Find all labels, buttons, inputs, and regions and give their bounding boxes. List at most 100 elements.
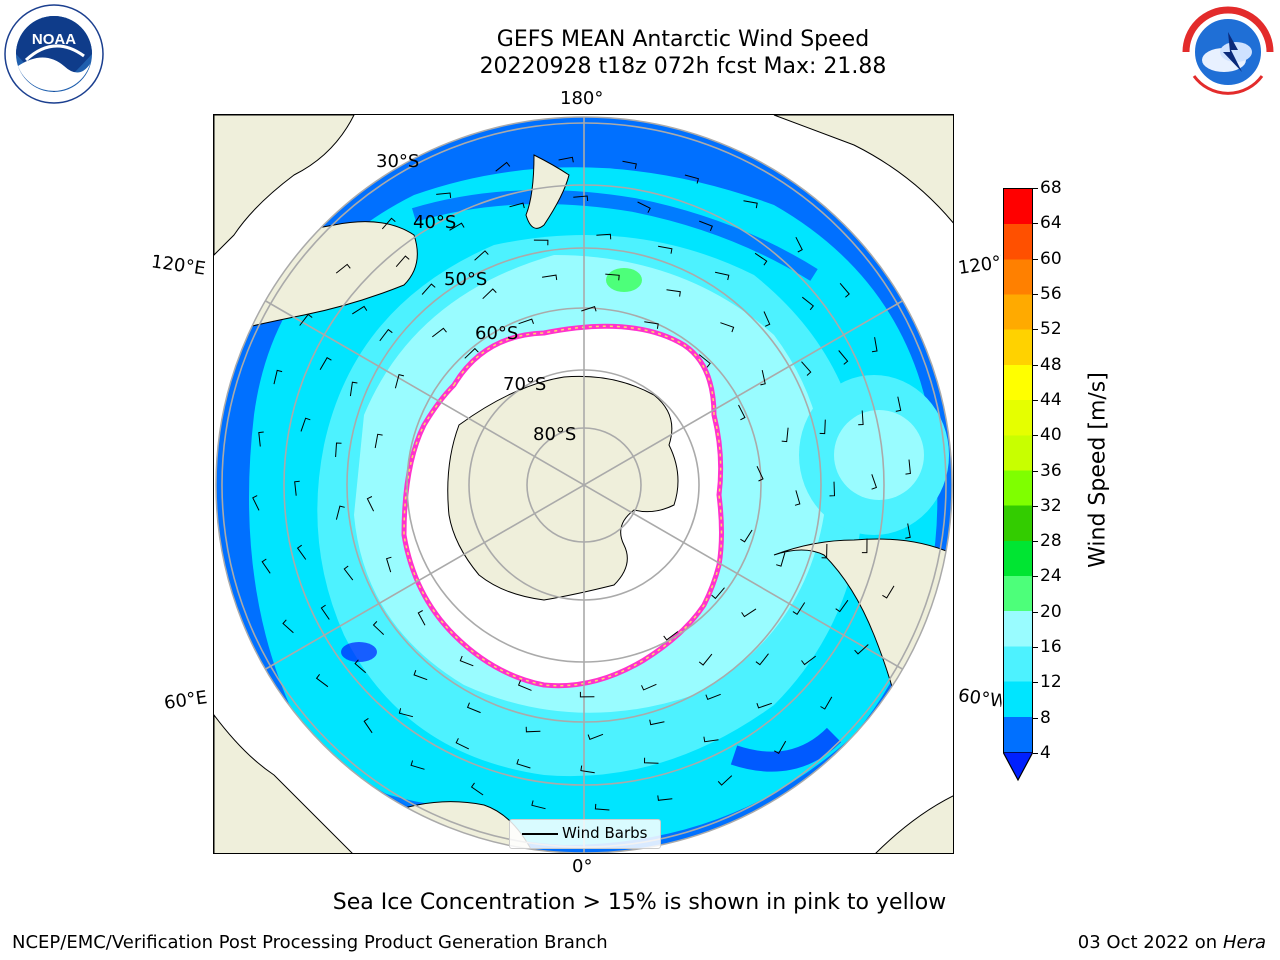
- wind-barb: [273, 369, 283, 385]
- wind-barb: [531, 800, 546, 810]
- wind-barb: [394, 373, 405, 389]
- colorbar-tick-mark: [1033, 753, 1038, 754]
- wind-barb: [698, 653, 713, 666]
- new-zealand: [525, 154, 570, 229]
- wind-barb: [395, 255, 410, 268]
- wind-barb: [760, 369, 766, 386]
- wind-barb: [320, 604, 330, 620]
- wind-barb: [839, 282, 850, 298]
- colorbar-tick-label: 56: [1040, 283, 1062, 304]
- colorbar-tick-mark: [1033, 470, 1038, 472]
- wind-barb: [363, 717, 373, 734]
- wind-barb: [282, 619, 294, 634]
- lat-label-60s: 60°S: [475, 323, 519, 344]
- wind-barb: [738, 404, 746, 421]
- lon-label-0: 0°: [572, 856, 593, 877]
- colorbar-label: Wind Speed [m/s]: [1085, 372, 1111, 568]
- wind-barb: [517, 680, 532, 691]
- wind-barb: [379, 328, 393, 342]
- producer-credit: NCEP/EMC/Verification Post Processing Pr…: [12, 932, 608, 953]
- wind-band-20-24: [606, 268, 642, 292]
- wind-barb: [755, 653, 769, 666]
- colorbar-tick-label: 60: [1040, 248, 1062, 269]
- wind-barb: [657, 795, 673, 801]
- wind-barb: [699, 220, 713, 231]
- wind-barb: [421, 283, 436, 295]
- wind-barb: [717, 775, 733, 786]
- wind-barb: [756, 702, 772, 709]
- wind-barb: [466, 702, 481, 714]
- nws-logo: [1180, 4, 1276, 100]
- wind-barb: [509, 202, 525, 209]
- colorbar-tick-mark: [1033, 188, 1038, 189]
- wind-barb: [352, 305, 368, 315]
- wind-barb: [474, 250, 489, 261]
- wind-barb: [795, 236, 803, 253]
- lat-label-40s: 40°S: [413, 212, 457, 233]
- wind-barb: [319, 357, 332, 371]
- wind-barb: [781, 427, 789, 443]
- wind-barb: [299, 313, 313, 326]
- wind-barb: [594, 803, 610, 811]
- noaa-logo: NOAA: [4, 4, 104, 104]
- wind-barb: [792, 602, 806, 615]
- wind-barb: [871, 337, 878, 353]
- graticule: [221, 117, 947, 853]
- wind-barb: [335, 442, 342, 458]
- wind-barb: [398, 708, 414, 718]
- lon-label-120w: 120°W: [956, 252, 1004, 279]
- colorbar-tick-mark: [1033, 717, 1038, 719]
- wind-barb: [711, 587, 725, 600]
- wind-barb: [449, 222, 465, 231]
- wind-barb: [252, 495, 260, 511]
- colorbar-tick-label: 28: [1040, 531, 1062, 552]
- wind-barb: [698, 354, 711, 368]
- wind-barb: [455, 738, 470, 750]
- wind-barb: [905, 459, 911, 475]
- wind-barb: [417, 610, 426, 626]
- wind-barb: [861, 538, 868, 554]
- wind-barb: [720, 322, 735, 333]
- wind-barb: [525, 726, 541, 733]
- wind-barb: [835, 599, 849, 613]
- wind-barb: [587, 733, 604, 740]
- colorbar-tick-mark: [1033, 364, 1038, 366]
- colorbar-tick-label: 4: [1040, 743, 1051, 763]
- wind-barb: [335, 263, 351, 274]
- wind-barb: [366, 496, 375, 512]
- wind-barb: [558, 156, 574, 163]
- wind-barb: [649, 719, 665, 726]
- wind-barb: [741, 608, 757, 618]
- wind-barb: [464, 347, 479, 359]
- colorbar-tick-mark: [1033, 541, 1038, 543]
- wind-barb: [343, 565, 354, 581]
- wind-barb: [666, 289, 681, 297]
- wind-barb: [294, 480, 300, 496]
- colorbar-tick-label: 48: [1040, 354, 1062, 375]
- colorbar-tick-label: 24: [1040, 566, 1062, 587]
- map-panel[interactable]: Wind Barbs: [213, 114, 954, 854]
- lon-label-60w: 60°W: [956, 685, 1004, 712]
- colorbar-tick-label: 32: [1040, 495, 1062, 516]
- wind-barb: [579, 691, 595, 698]
- colorbar-tick-label: 68: [1040, 178, 1062, 198]
- wind-barb: [829, 481, 836, 497]
- wind-barb: [820, 696, 833, 710]
- wind-barb: [703, 736, 719, 743]
- colorbar-tick-label: 20: [1040, 601, 1062, 622]
- wind-barb: [643, 757, 659, 764]
- colorbar-tick-mark: [1033, 611, 1038, 613]
- wind-barb-legend: Wind Barbs: [509, 819, 661, 849]
- wind-barb: [372, 621, 385, 635]
- colorbar-under-arrow: [1003, 752, 1033, 782]
- run-machine: Hera: [1222, 932, 1266, 953]
- lat-label-50s: 50°S: [444, 269, 488, 290]
- colorbar-tick-mark: [1033, 399, 1038, 401]
- antarctica-landmass: [447, 375, 679, 601]
- wind-barb: [605, 273, 620, 281]
- colorbar-tick-mark: [1033, 505, 1038, 507]
- colorbar-tick-label: 12: [1040, 672, 1062, 693]
- wind-speed-colorbar: [1003, 188, 1033, 753]
- wind-barb: [819, 419, 826, 435]
- wind-barb: [663, 631, 679, 641]
